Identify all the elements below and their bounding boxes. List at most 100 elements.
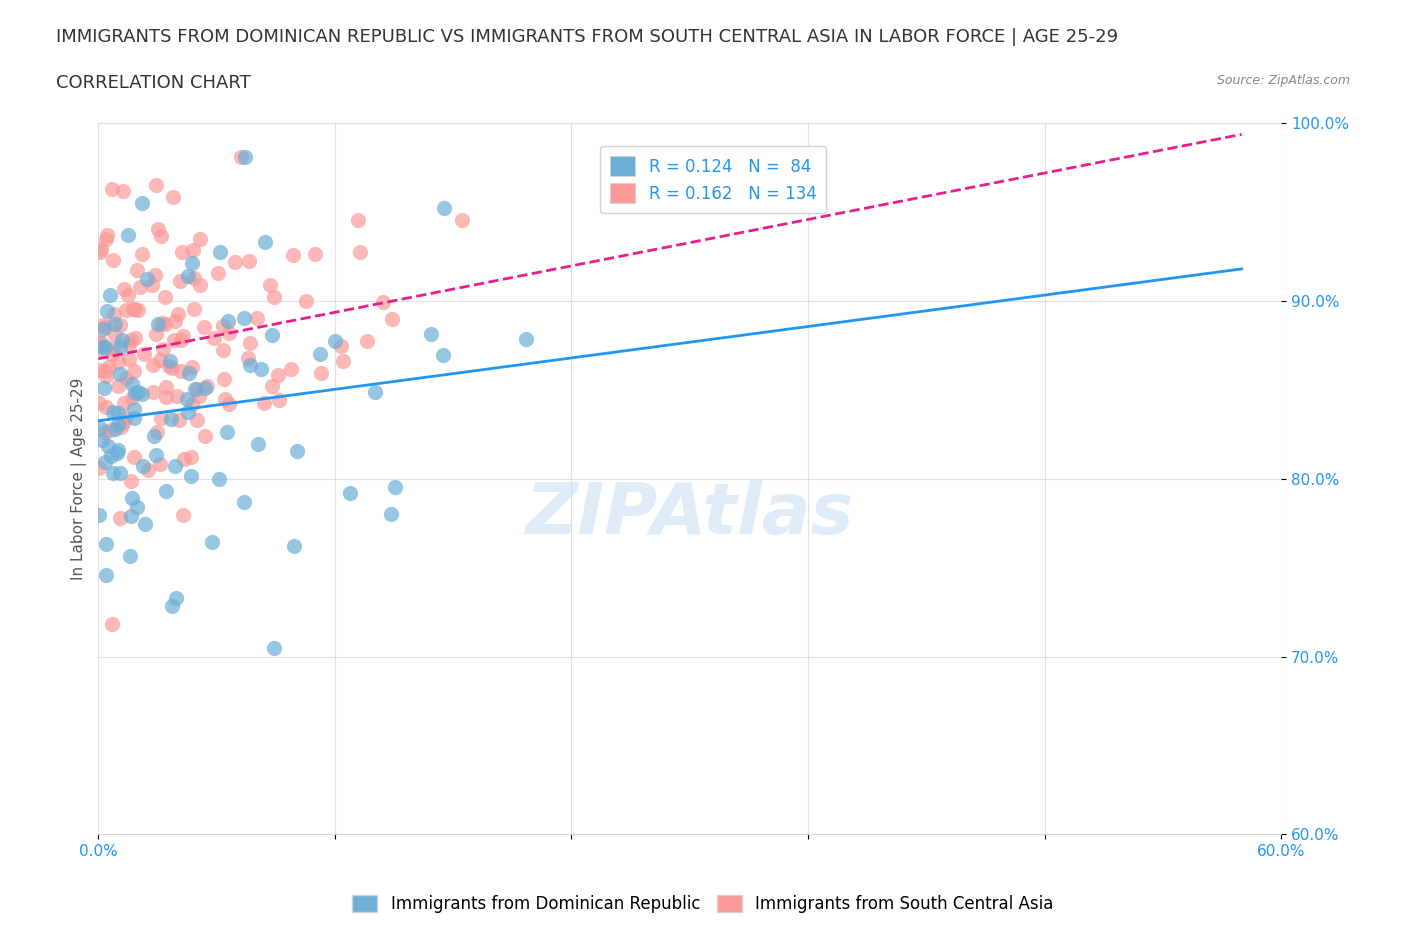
- Point: [96, 369, 118, 384]
- Point: [169, 413, 191, 428]
- Point: [173, 451, 195, 466]
- Point: [259, 278, 281, 293]
- Point: [208, 245, 231, 259]
- Point: [181, 396, 204, 411]
- Point: [165, 458, 187, 473]
- Point: [120, 332, 142, 347]
- Point: [155, 379, 177, 394]
- Point: [90, 335, 112, 350]
- Point: [177, 365, 200, 380]
- Point: [111, 333, 134, 348]
- Point: [195, 379, 218, 393]
- Point: [124, 331, 146, 346]
- Point: [263, 290, 285, 305]
- Text: IMMIGRANTS FROM DOMINICAN REPUBLIC VS IMMIGRANTS FROM SOUTH CENTRAL ASIA IN LABO: IMMIGRANTS FROM DOMINICAN REPUBLIC VS IM…: [56, 28, 1118, 46]
- Point: [150, 410, 173, 425]
- Point: [246, 311, 269, 325]
- Point: [127, 303, 149, 318]
- Point: [152, 341, 174, 356]
- Legend: R = 0.124   N =  84, R = 0.162   N = 134: R = 0.124 N = 84, R = 0.162 N = 134: [600, 146, 827, 213]
- Point: [172, 507, 194, 522]
- Point: [218, 396, 240, 411]
- Point: [214, 392, 236, 406]
- Text: CORRELATION CHART: CORRELATION CHART: [56, 74, 252, 92]
- Point: [190, 277, 212, 292]
- Point: [94, 364, 117, 379]
- Point: [90, 242, 112, 257]
- Point: [112, 395, 135, 410]
- Point: [87, 396, 110, 411]
- Point: [108, 339, 131, 354]
- Point: [201, 535, 224, 550]
- Point: [186, 381, 208, 396]
- Point: [107, 405, 129, 420]
- Point: [170, 245, 193, 259]
- Point: [160, 598, 183, 613]
- Point: [89, 420, 111, 435]
- Point: [217, 313, 239, 328]
- Point: [232, 311, 254, 325]
- Point: [142, 385, 165, 400]
- Point: [162, 332, 184, 347]
- Point: [132, 458, 155, 473]
- Point: [267, 392, 290, 407]
- Point: [148, 317, 170, 332]
- Point: [166, 389, 188, 404]
- Point: [177, 268, 200, 283]
- Point: [180, 256, 202, 271]
- Point: [183, 271, 205, 286]
- Point: [117, 228, 139, 243]
- Point: [183, 301, 205, 316]
- Point: [183, 381, 205, 396]
- Point: [207, 266, 229, 281]
- Point: [115, 370, 138, 385]
- Point: [108, 318, 131, 333]
- Point: [121, 490, 143, 505]
- Point: [145, 448, 167, 463]
- Point: [238, 253, 260, 268]
- Point: [330, 339, 353, 353]
- Point: [229, 149, 252, 164]
- Point: [107, 443, 129, 458]
- Point: [250, 362, 273, 377]
- Point: [124, 385, 146, 400]
- Point: [96, 304, 118, 319]
- Point: [110, 419, 132, 434]
- Point: [108, 367, 131, 382]
- Point: [339, 485, 361, 500]
- Point: [208, 472, 231, 486]
- Point: [103, 342, 125, 357]
- Point: [110, 465, 132, 480]
- Point: [100, 448, 122, 463]
- Point: [131, 387, 153, 402]
- Point: [118, 337, 141, 352]
- Point: [124, 302, 146, 317]
- Point: [304, 246, 326, 261]
- Point: [122, 364, 145, 379]
- Point: [181, 360, 204, 375]
- Point: [134, 517, 156, 532]
- Point: [194, 380, 217, 395]
- Point: [128, 280, 150, 295]
- Point: [122, 410, 145, 425]
- Point: [356, 334, 378, 349]
- Point: [238, 335, 260, 350]
- Point: [87, 507, 110, 522]
- Point: [100, 182, 122, 197]
- Point: [98, 423, 121, 438]
- Point: [110, 511, 132, 525]
- Point: [91, 339, 114, 354]
- Point: [103, 405, 125, 419]
- Point: [94, 455, 117, 470]
- Point: [136, 463, 159, 478]
- Point: [146, 221, 169, 236]
- Point: [142, 357, 165, 372]
- Point: [159, 411, 181, 426]
- Point: [262, 379, 284, 393]
- Point: [170, 332, 193, 347]
- Point: [349, 245, 371, 259]
- Point: [150, 228, 173, 243]
- Point: [101, 252, 124, 267]
- Point: [91, 322, 114, 337]
- Point: [98, 359, 121, 374]
